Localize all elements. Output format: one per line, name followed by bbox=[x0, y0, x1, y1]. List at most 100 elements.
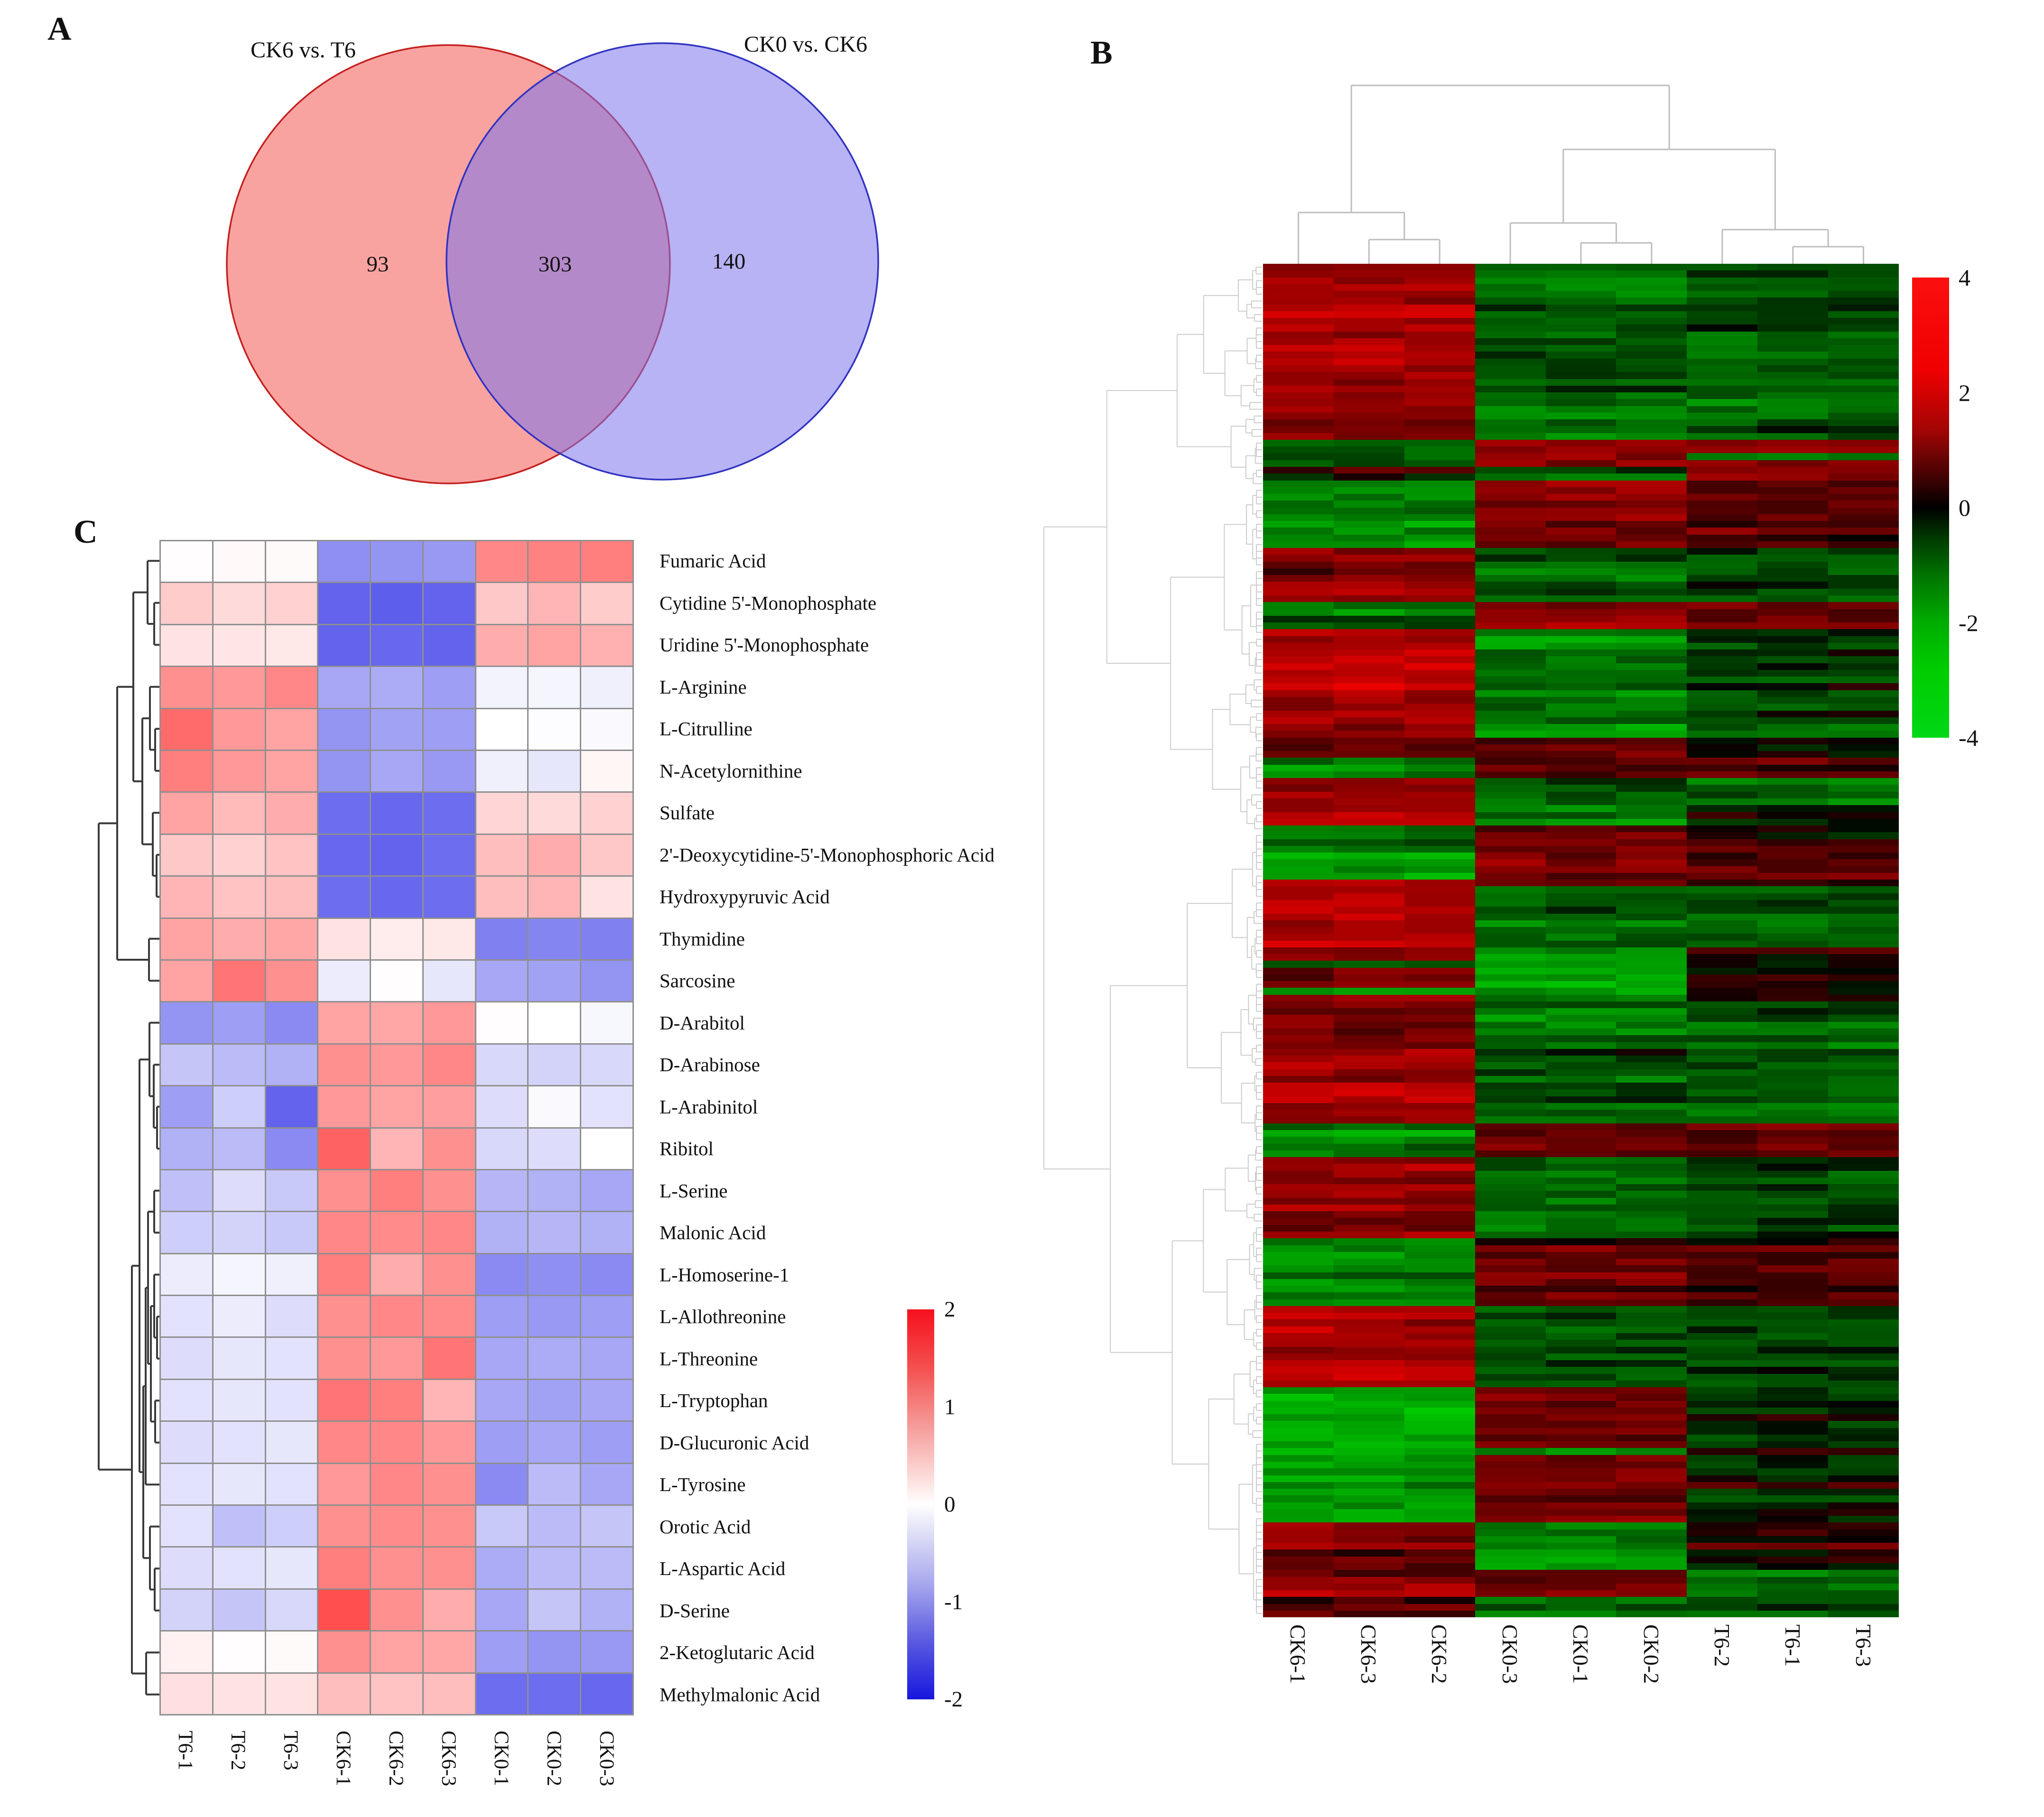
heatmap-cell bbox=[266, 1296, 317, 1337]
heatmap-cell bbox=[1263, 1522, 1334, 1530]
column-label: CK0-2 bbox=[543, 1731, 566, 1787]
heatmap-cell bbox=[266, 709, 317, 750]
heatmap-cell bbox=[1828, 798, 1899, 806]
heatmap-cell bbox=[1757, 1075, 1829, 1083]
heatmap-cell bbox=[1545, 622, 1617, 630]
heatmap-cell bbox=[1687, 521, 1758, 528]
heatmap-cell bbox=[581, 960, 632, 1001]
heatmap-cell bbox=[1616, 697, 1687, 704]
heatmap-cell bbox=[1475, 446, 1546, 454]
heatmap-cell bbox=[1545, 1414, 1617, 1421]
heatmap-cell bbox=[1545, 1299, 1617, 1306]
heatmap-cell bbox=[1404, 1130, 1475, 1137]
heatmap-cell bbox=[1828, 1015, 1899, 1022]
heatmap-cell bbox=[1687, 439, 1758, 447]
heatmap-cell bbox=[1828, 1150, 1899, 1158]
heatmap-cell bbox=[161, 1212, 212, 1253]
heatmap-row bbox=[1263, 872, 1899, 880]
heatmap-cell bbox=[1828, 622, 1899, 630]
heatmap-cell bbox=[1475, 304, 1546, 311]
heatmap-cell bbox=[318, 1506, 370, 1547]
heatmap-cell bbox=[1687, 1556, 1758, 1563]
heatmap-cell bbox=[1263, 358, 1334, 365]
heatmap-row bbox=[1263, 1062, 1899, 1069]
heatmap-cell bbox=[1404, 1407, 1475, 1415]
heatmap-row bbox=[1263, 1373, 1899, 1381]
heatmap-cell bbox=[1757, 656, 1829, 663]
heatmap-cell bbox=[1687, 1495, 1758, 1502]
heatmap-cell bbox=[1828, 1116, 1899, 1123]
heatmap-row bbox=[1263, 1387, 1899, 1394]
heatmap-cell bbox=[1475, 1421, 1546, 1428]
heatmap-cell bbox=[1757, 1299, 1829, 1306]
heatmap-cell bbox=[1263, 1319, 1334, 1326]
heatmap-cell bbox=[1333, 277, 1404, 284]
heatmap-cell bbox=[1333, 1116, 1404, 1123]
heatmap-cell bbox=[1404, 1245, 1475, 1252]
heatmap-cell bbox=[1333, 555, 1404, 562]
heatmap-cell bbox=[1333, 318, 1404, 325]
heatmap-cell bbox=[1828, 1306, 1899, 1313]
heatmap-cell bbox=[1545, 853, 1617, 860]
heatmap-cell bbox=[1616, 961, 1687, 968]
heatmap-cell bbox=[1333, 974, 1404, 982]
heatmap-cell bbox=[1263, 1455, 1334, 1462]
heatmap-cell bbox=[1404, 1326, 1475, 1333]
heatmap-row bbox=[1263, 602, 1899, 609]
heatmap-cell bbox=[1475, 494, 1546, 501]
heatmap-cell bbox=[1475, 480, 1546, 487]
heatmap-cell bbox=[1475, 940, 1546, 947]
heatmap-cell bbox=[1757, 1380, 1829, 1388]
heatmap-cell bbox=[1404, 1333, 1475, 1340]
heatmap-cell bbox=[1828, 1489, 1899, 1496]
heatmap-cell bbox=[1757, 582, 1829, 589]
heatmap-cell bbox=[318, 877, 370, 918]
heatmap-cell bbox=[161, 1548, 212, 1588]
heatmap-cell bbox=[1828, 1576, 1899, 1584]
heatmap-cell bbox=[1263, 1110, 1334, 1117]
heatmap-cell bbox=[1545, 480, 1617, 487]
venn-set1-count: 93 bbox=[366, 252, 389, 277]
heatmap-cell bbox=[1828, 947, 1899, 955]
heatmap-row bbox=[1263, 677, 1899, 684]
heatmap-cell bbox=[1263, 1150, 1334, 1158]
heatmap-row bbox=[1263, 1360, 1899, 1367]
heatmap-cell bbox=[1475, 1448, 1546, 1455]
heatmap-row bbox=[1263, 764, 1899, 771]
heatmap-row bbox=[1263, 744, 1899, 751]
heatmap-cell bbox=[1616, 778, 1687, 785]
heatmap-cell bbox=[1757, 1576, 1829, 1584]
row-label: Hydroxypyruvic Acid bbox=[660, 886, 830, 908]
heatmap-cell bbox=[1757, 880, 1829, 887]
heatmap-cell bbox=[1687, 832, 1758, 839]
heatmap-cell bbox=[1545, 751, 1617, 758]
heatmap-row bbox=[1263, 690, 1899, 697]
heatmap-cell bbox=[1404, 642, 1475, 650]
heatmap-cell bbox=[1333, 1286, 1404, 1293]
heatmap-cell bbox=[1616, 1299, 1687, 1306]
heatmap-cell bbox=[1475, 521, 1546, 528]
heatmap-cell bbox=[1404, 561, 1475, 568]
heatmap-cell bbox=[1545, 704, 1617, 711]
heatmap-cell bbox=[1404, 994, 1475, 1001]
heatmap-cell bbox=[1263, 365, 1334, 372]
heatmap-cell bbox=[1687, 967, 1758, 974]
heatmap-cell bbox=[1263, 1340, 1334, 1347]
heatmap-cell bbox=[1828, 1597, 1899, 1604]
heatmap-cell bbox=[1757, 1056, 1829, 1063]
heatmap-cell bbox=[1616, 541, 1687, 548]
heatmap-cell bbox=[1616, 1116, 1687, 1123]
heatmap-cell bbox=[1616, 1150, 1687, 1158]
heatmap-cell bbox=[1263, 1489, 1334, 1496]
heatmap-cell bbox=[529, 1338, 580, 1379]
heatmap-row bbox=[1263, 1495, 1899, 1502]
heatmap-cell bbox=[1404, 1164, 1475, 1171]
heatmap-cell bbox=[1828, 764, 1899, 771]
heatmap-row bbox=[1263, 1029, 1899, 1036]
heatmap-cell bbox=[1545, 778, 1617, 785]
heatmap-cell bbox=[1545, 1468, 1617, 1475]
heatmap-cell bbox=[423, 1002, 475, 1043]
heatmap-cell bbox=[529, 541, 580, 582]
heatmap-cell bbox=[1263, 1495, 1334, 1502]
heatmap-cell bbox=[1757, 609, 1829, 616]
